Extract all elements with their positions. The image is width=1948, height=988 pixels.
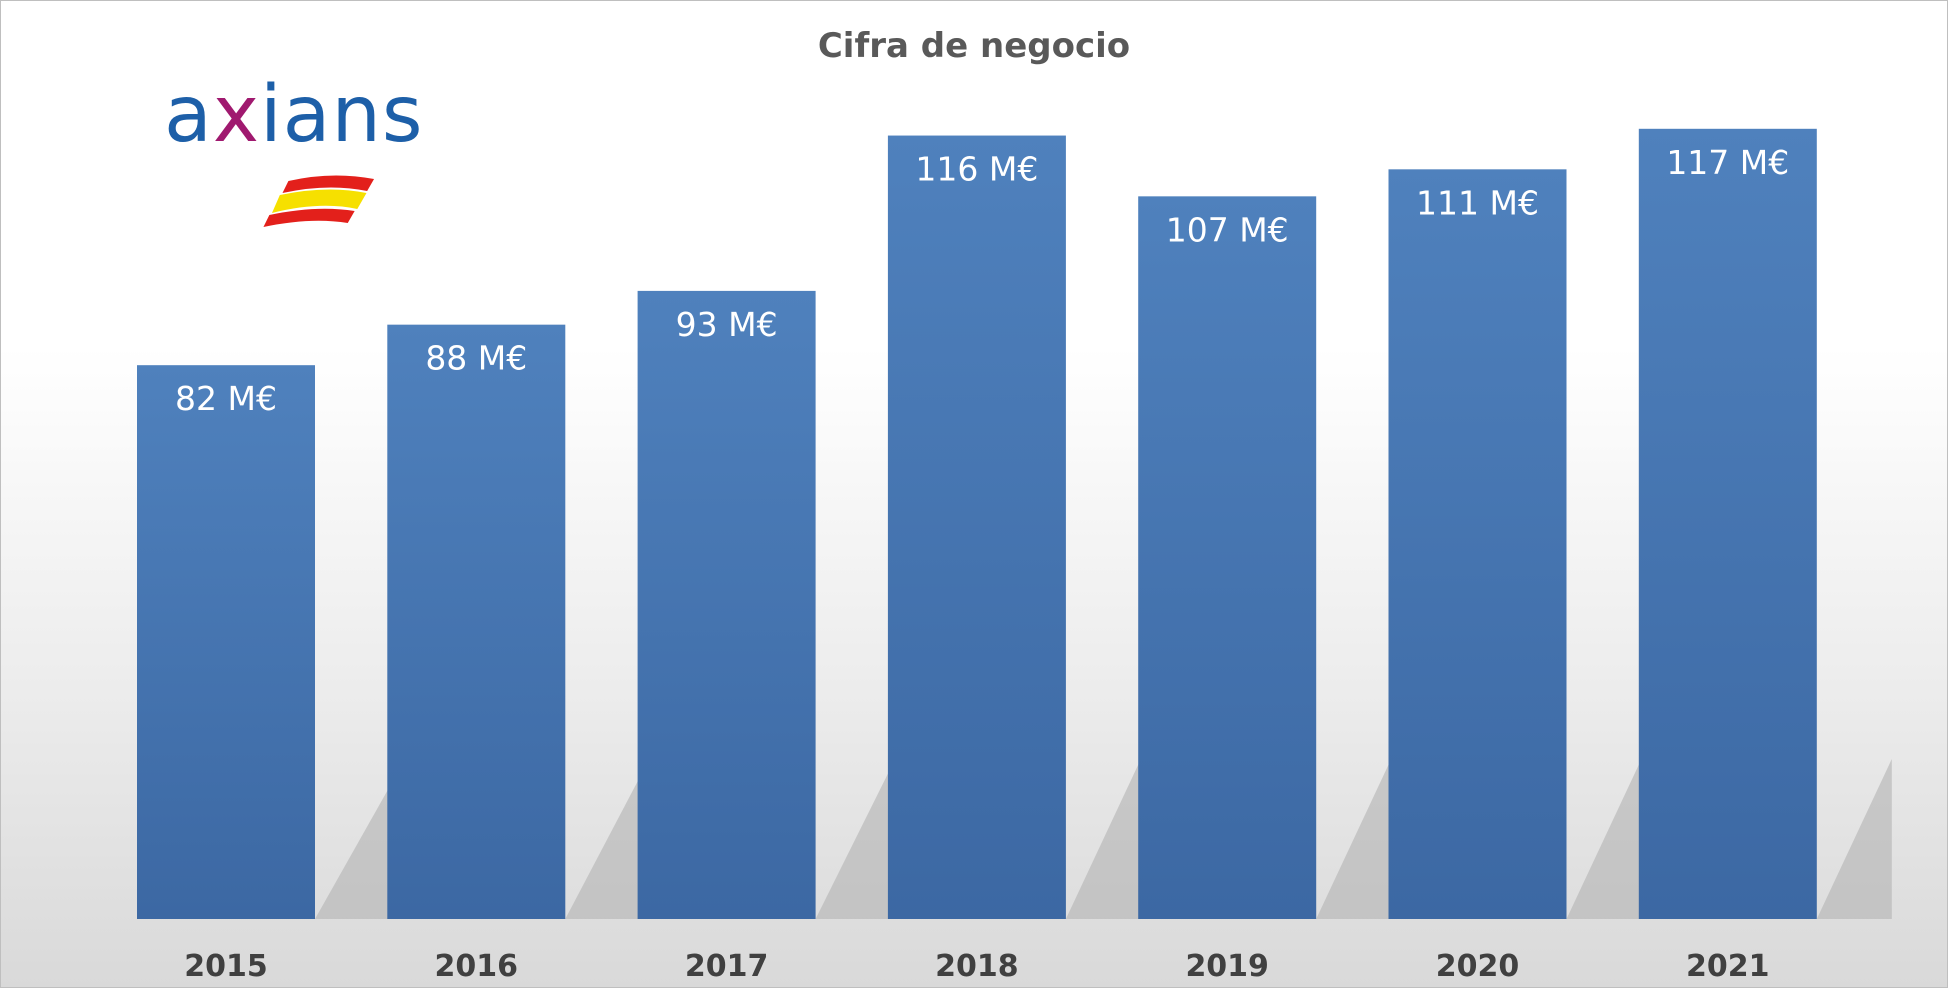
spain-flag-icon [263, 175, 375, 227]
x-tick-2020: 2020 [1436, 949, 1520, 984]
bar-shadow [315, 786, 390, 919]
chart-title: Cifra de negocio [818, 26, 1130, 66]
bar-2015 [137, 365, 315, 920]
data-label-2018: 116 M€ [915, 150, 1038, 189]
x-tick-2017: 2017 [685, 949, 769, 984]
bar-shadow [1316, 759, 1392, 919]
bars-group [137, 128, 1817, 920]
bar-shadow [815, 768, 891, 919]
x-axis-ticks: 2015 2016 2017 2018 2019 2020 2021 [184, 949, 1769, 984]
logo-wordmark: axians [164, 70, 424, 160]
bar-2019 [1138, 196, 1317, 920]
bar-shadow [565, 776, 641, 919]
data-labels-group: 82 M€ 88 M€ 93 M€ 116 M€ 107 M€ 111 M€ 117 M€ [175, 143, 1789, 418]
data-label-2015: 82 M€ [175, 379, 277, 418]
data-label-2017: 93 M€ [676, 305, 778, 344]
bar-2018 [887, 135, 1066, 920]
bar-2021 [1638, 128, 1817, 920]
data-label-2020: 111 M€ [1416, 183, 1539, 222]
x-tick-2015: 2015 [184, 949, 268, 984]
bar-2017 [637, 290, 816, 919]
x-tick-2018: 2018 [935, 949, 1019, 984]
bar-shadow [1566, 759, 1642, 919]
bar-shadow [1065, 759, 1141, 919]
bar-2020 [1388, 169, 1567, 920]
data-label-2016: 88 M€ [425, 339, 527, 378]
x-tick-2021: 2021 [1686, 949, 1770, 984]
bar-shadow [1816, 759, 1892, 919]
axians-logo: axians [164, 70, 424, 227]
x-tick-2019: 2019 [1185, 949, 1269, 984]
data-label-2021: 117 M€ [1666, 143, 1789, 182]
bar-shadows [315, 759, 1892, 919]
x-tick-2016: 2016 [435, 949, 519, 984]
bar-2016 [387, 324, 566, 920]
data-label-2019: 107 M€ [1166, 210, 1289, 249]
